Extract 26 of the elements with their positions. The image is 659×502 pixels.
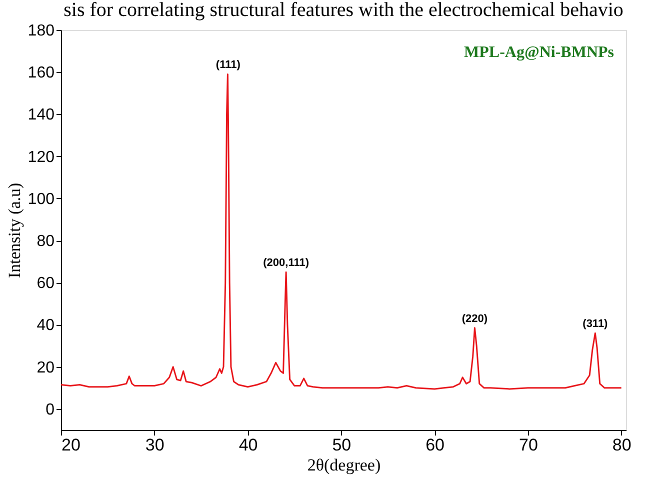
x-tick-label: 40 — [238, 436, 258, 454]
chart-title: sis for correlating structural features with the electrochemical behavio — [64, 0, 624, 21]
y-tick-label: 120 — [28, 148, 55, 166]
y-axis-title: Intensity (a.u) — [4, 182, 24, 278]
y-tick-label: 0 — [46, 401, 55, 418]
y-tick-label: 80 — [36, 233, 55, 250]
x-tick-label: 30 — [145, 436, 164, 454]
y-tick-label: 180 — [28, 22, 55, 40]
y-tick-label: 20 — [36, 359, 55, 376]
annotation: MPL-Ag@Ni-BMNPs — [464, 44, 614, 61]
y-tick-label: 140 — [28, 106, 55, 124]
y-tick-label: 100 — [28, 190, 55, 208]
annotation: (111) — [216, 59, 241, 72]
y-tick-label: 160 — [28, 64, 55, 82]
x-tick-label: 50 — [332, 436, 352, 454]
x-tick-label: 80 — [612, 436, 632, 454]
annotation: (220) — [462, 312, 488, 325]
annotation: (200,111) — [263, 257, 310, 270]
y-tick-label: 40 — [36, 317, 55, 334]
x-tick-label: 70 — [518, 436, 538, 454]
x-axis-title: 2θ(degree) — [307, 456, 381, 474]
x-tick-label: 20 — [62, 436, 80, 454]
annotation: (311) — [582, 318, 608, 330]
line-series — [60, 73, 622, 390]
y-tick-label: 60 — [36, 275, 55, 292]
x-tick-label: 60 — [426, 436, 445, 454]
